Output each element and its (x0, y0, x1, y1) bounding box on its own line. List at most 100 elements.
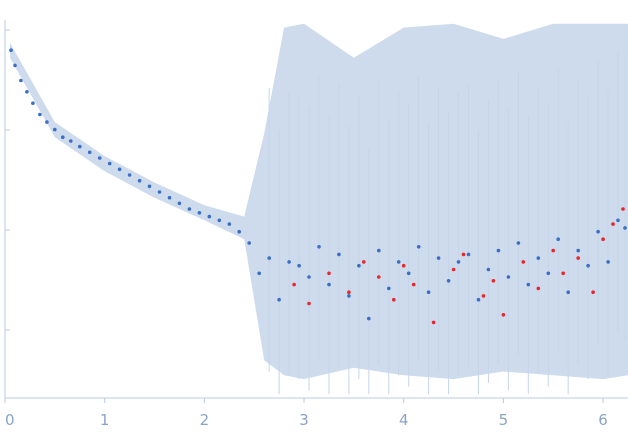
outlier-point (307, 301, 311, 306)
data-point (257, 271, 262, 276)
x-tick-label: 0 (5, 411, 15, 429)
outlier-point (576, 256, 580, 260)
data-point (586, 263, 590, 268)
data-point (267, 256, 272, 260)
outlier-point (501, 313, 506, 317)
data-point (476, 297, 481, 302)
data-point (596, 229, 600, 234)
data-point (227, 222, 232, 226)
x-tick-label: 5 (499, 411, 509, 429)
data-point (157, 190, 162, 194)
data-point (78, 144, 82, 149)
data-points (9, 48, 627, 325)
outlier-point (521, 260, 526, 264)
data-point (127, 173, 132, 177)
outlier-point (401, 263, 406, 268)
data-point (616, 218, 620, 223)
data-point (117, 167, 122, 172)
outlier-point (392, 297, 396, 302)
data-point (277, 297, 281, 302)
data-point (167, 195, 172, 200)
outlier-point (491, 279, 496, 283)
x-tick-label: 1 (100, 411, 110, 429)
data-point (297, 263, 301, 268)
x-tick-label: 4 (399, 411, 409, 429)
data-point (107, 161, 112, 166)
outlier-point (347, 290, 351, 295)
data-point (61, 135, 65, 139)
data-point (516, 241, 521, 245)
outlier-point (601, 237, 605, 241)
data-point (536, 256, 541, 260)
data-point (566, 290, 570, 295)
data-point (606, 260, 610, 264)
data-point (446, 279, 451, 283)
data-point (456, 260, 461, 264)
data-point (9, 48, 13, 52)
data-point (556, 237, 560, 241)
data-point (496, 248, 501, 253)
data-point (486, 267, 491, 272)
outlier-point (621, 207, 625, 211)
data-point (137, 178, 142, 183)
data-point (367, 316, 371, 321)
data-point (69, 139, 73, 143)
data-point (97, 156, 102, 160)
outlier-point (611, 222, 615, 226)
x-tick-label: 3 (299, 411, 309, 429)
error-bar-envelope (10, 23, 628, 395)
outlier-point (451, 267, 456, 272)
data-point (247, 241, 251, 245)
data-point (38, 112, 42, 117)
data-point (396, 260, 401, 264)
outlier-point (536, 286, 541, 291)
data-point (87, 150, 92, 155)
data-point (53, 127, 57, 132)
outlier-point (362, 260, 366, 264)
data-point (623, 226, 627, 230)
data-point (13, 63, 17, 68)
x-axis: 0 1 2 3 4 5 6 (4, 20, 628, 429)
outlier-point (591, 290, 595, 295)
data-point (25, 90, 29, 94)
data-point (466, 252, 471, 257)
outlier-point (377, 275, 381, 279)
outlier-point (481, 294, 486, 298)
data-point (197, 211, 202, 215)
data-point (45, 120, 49, 124)
outlier-point (411, 282, 416, 287)
outlier-point (551, 248, 555, 253)
data-point (207, 214, 212, 219)
outlier-point (431, 320, 436, 325)
data-point (337, 252, 341, 257)
data-point (406, 271, 411, 276)
data-point (506, 275, 511, 279)
data-point (327, 282, 331, 287)
data-point (237, 229, 241, 234)
data-point (187, 207, 192, 211)
data-point (31, 101, 35, 105)
data-point (217, 218, 222, 223)
outlier-point (292, 282, 296, 287)
data-point (307, 275, 311, 279)
data-point (426, 290, 431, 295)
data-point (576, 248, 580, 253)
outlier-point (461, 252, 466, 257)
data-point (317, 245, 321, 249)
data-point (357, 263, 361, 268)
x-tick-label: 2 (200, 411, 210, 429)
outlier-point (327, 271, 331, 276)
data-point (177, 201, 182, 206)
data-point (526, 282, 531, 287)
data-point (436, 256, 441, 260)
data-point (347, 294, 351, 298)
outlier-point (561, 271, 565, 276)
data-point (19, 78, 23, 83)
data-point (387, 286, 391, 291)
data-point (287, 260, 291, 264)
data-point (377, 248, 381, 253)
data-point (416, 245, 421, 249)
x-tick-label: 6 (598, 411, 608, 429)
data-point (546, 271, 551, 276)
